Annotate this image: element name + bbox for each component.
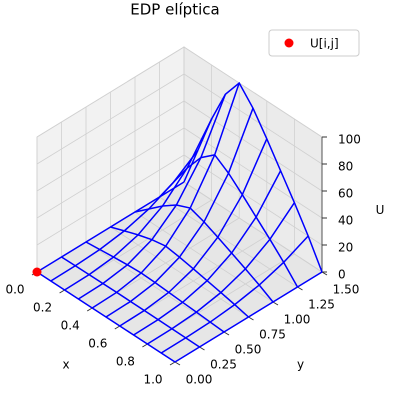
- x-tick: [169, 361, 176, 366]
- z-tick-label: 80: [338, 160, 353, 174]
- grid-line: [110, 226, 249, 318]
- z-tick-label: 40: [338, 214, 353, 228]
- wire-line: [36, 271, 176, 363]
- x-tick-label: 0.0: [5, 283, 24, 297]
- grid-line: [183, 46, 323, 138]
- y-tick: [248, 316, 254, 321]
- grid-line: [85, 241, 225, 333]
- y-tick-label: 1.50: [333, 283, 360, 297]
- grid-line: [36, 154, 185, 246]
- legend-label: U[i,j]: [310, 37, 339, 51]
- x-tick-label: 0.8: [116, 355, 135, 369]
- y-tick-label: 1.25: [308, 298, 335, 312]
- wire-line: [61, 256, 200, 348]
- wire-line: [110, 226, 250, 318]
- y-tick-label: 1.00: [284, 313, 311, 327]
- wire-line: [85, 241, 225, 333]
- chart-title: EDP elíptica: [130, 1, 219, 19]
- x-tick: [59, 289, 65, 294]
- y-tick-label: 0.50: [235, 343, 262, 357]
- y-tick-label: 0.00: [186, 373, 213, 387]
- y-tick: [297, 286, 303, 291]
- y-tick-label: 0.25: [210, 358, 237, 372]
- marker-point: [32, 267, 42, 277]
- grid-line: [183, 73, 323, 165]
- x-tick-label: 1.0: [143, 373, 162, 387]
- z-axis-label: U: [376, 203, 385, 217]
- wire-line: [158, 154, 299, 288]
- x-tick: [142, 343, 148, 348]
- grid-line: [134, 211, 274, 303]
- z-tick-label: 0: [338, 268, 346, 282]
- y-tick: [199, 346, 205, 351]
- x-tick-label: 0.4: [61, 319, 80, 333]
- grid-line: [159, 196, 298, 288]
- grid-line: [36, 46, 185, 138]
- legend-marker: [284, 38, 294, 48]
- wire-line: [183, 81, 323, 273]
- grid-line: [36, 100, 185, 192]
- grid-line: [183, 100, 323, 192]
- y-tick: [223, 331, 230, 336]
- grid-line: [36, 127, 185, 219]
- y-tick: [272, 301, 279, 306]
- x-tick-label: 0.6: [88, 337, 107, 351]
- y-tick-label: 0.75: [259, 328, 286, 342]
- z-tick-label: 60: [338, 187, 353, 201]
- grid-line: [36, 73, 185, 165]
- x-tick-label: 0.2: [33, 301, 52, 315]
- z-tick-label: 100: [338, 133, 361, 147]
- wire-line: [134, 204, 274, 303]
- z-tick-label: 20: [338, 241, 353, 255]
- legend-box: [268, 29, 360, 57]
- x-tick: [86, 307, 93, 312]
- x-axis-label: x: [62, 358, 69, 372]
- y-axis-label: y: [297, 358, 304, 372]
- x-tick: [114, 325, 121, 330]
- grid-line: [183, 181, 323, 273]
- y-tick: [174, 361, 181, 366]
